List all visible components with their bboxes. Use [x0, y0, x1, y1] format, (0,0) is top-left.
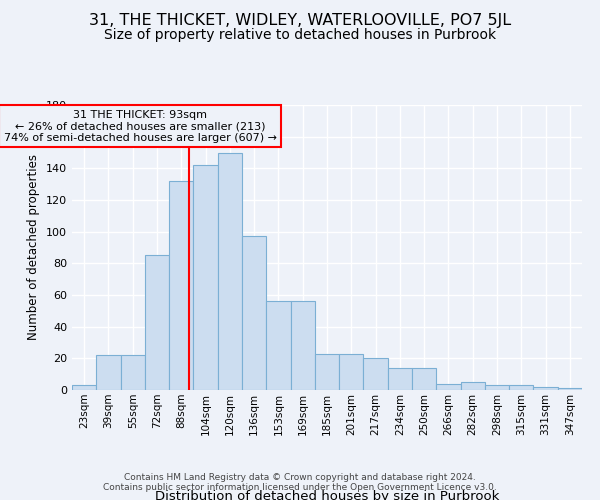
Bar — [315, 354, 339, 390]
Bar — [533, 387, 558, 390]
Text: Size of property relative to detached houses in Purbrook: Size of property relative to detached ho… — [104, 28, 496, 42]
Bar — [72, 385, 96, 390]
Bar — [461, 382, 485, 390]
Bar — [509, 385, 533, 390]
Bar — [436, 384, 461, 390]
Bar — [412, 368, 436, 390]
Bar — [242, 236, 266, 390]
Bar — [266, 302, 290, 390]
Text: 31, THE THICKET, WIDLEY, WATERLOOVILLE, PO7 5JL: 31, THE THICKET, WIDLEY, WATERLOOVILLE, … — [89, 12, 511, 28]
Bar — [290, 302, 315, 390]
Bar — [121, 355, 145, 390]
Bar — [193, 165, 218, 390]
Bar — [364, 358, 388, 390]
Bar — [388, 368, 412, 390]
Text: Contains HM Land Registry data © Crown copyright and database right 2024.
Contai: Contains HM Land Registry data © Crown c… — [103, 473, 497, 492]
Text: 31 THE THICKET: 93sqm
← 26% of detached houses are smaller (213)
74% of semi-det: 31 THE THICKET: 93sqm ← 26% of detached … — [4, 110, 277, 143]
Bar — [96, 355, 121, 390]
Bar — [485, 385, 509, 390]
Bar — [218, 152, 242, 390]
Y-axis label: Number of detached properties: Number of detached properties — [28, 154, 40, 340]
X-axis label: Distribution of detached houses by size in Purbrook: Distribution of detached houses by size … — [155, 490, 499, 500]
Bar — [339, 354, 364, 390]
Bar — [169, 181, 193, 390]
Bar — [145, 256, 169, 390]
Bar — [558, 388, 582, 390]
